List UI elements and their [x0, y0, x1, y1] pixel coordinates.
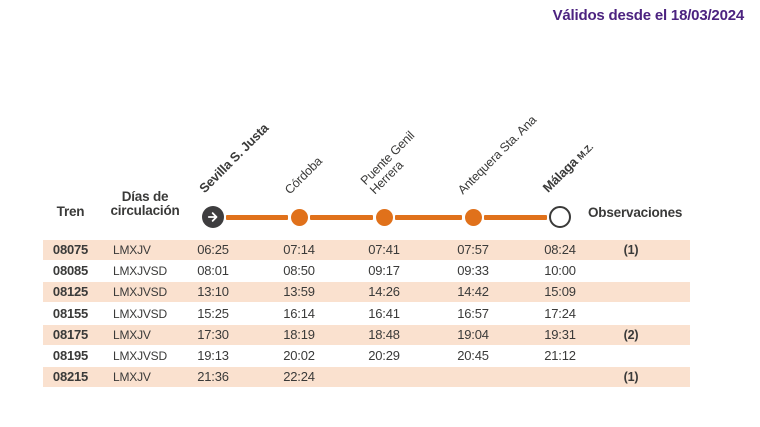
train-number-cell: 08155	[52, 305, 89, 321]
operating-days-cell: LMXJVSD	[113, 306, 167, 321]
train-number-cell: 08125	[52, 284, 89, 300]
time-cell: 19:13	[197, 347, 229, 363]
timetable-row: 08215 LMXJV 21:36 22:24 (1)	[43, 367, 690, 388]
column-header-tren: Tren	[56, 204, 85, 219]
station-label-sevilla-s-justa: Sevilla S. Justa	[196, 120, 272, 196]
route-line-segment	[395, 214, 462, 220]
station-label-suffix: M.Z.	[575, 141, 596, 163]
observations-cell	[601, 304, 661, 324]
timetable-row: 08085 LMXJVSD 08:01 08:50 09:17 09:33 10…	[43, 261, 690, 281]
time-cell: 22:24	[283, 369, 315, 385]
operating-days-cell: LMXJVSD	[113, 285, 167, 300]
validity-date: Válidos desde el 18/03/2024	[552, 7, 745, 24]
train-number-cell: 08195	[52, 347, 89, 363]
route-line-segment	[310, 214, 373, 220]
departure-icon	[202, 206, 224, 228]
observations-cell: (2)	[623, 327, 639, 342]
train-number-cell: 08075	[52, 242, 89, 257]
time-cell: 08:50	[283, 263, 315, 279]
route-line-segment	[226, 214, 288, 220]
train-number-cell: 08215	[52, 369, 89, 385]
observations-cell	[601, 282, 661, 302]
time-cell: 20:29	[368, 347, 400, 363]
station-label-puente-genil-herrera: Puente Genil Herrera	[358, 128, 427, 197]
time-cell: 10:00	[544, 263, 576, 279]
station-dot-puente-genil	[375, 208, 393, 226]
time-cell: 18:19	[283, 326, 315, 342]
station-dot-cordoba	[290, 208, 308, 226]
time-cell: 07:14	[283, 242, 315, 257]
time-cell: 21:36	[197, 369, 229, 385]
time-cell: 08:01	[197, 263, 229, 279]
timetable-row: 08175 LMXJV 17:30 18:19 18:48 19:04 19:3…	[43, 324, 690, 345]
operating-days-cell: LMXJVSD	[113, 348, 167, 363]
observations-cell	[601, 261, 661, 281]
station-dot-antequera	[464, 208, 482, 226]
time-cell: 15:25	[197, 305, 229, 321]
time-cell: 20:45	[457, 347, 489, 363]
time-cell: 13:10	[197, 284, 229, 300]
train-number-cell: 08175	[52, 326, 89, 342]
time-cell: 17:24	[544, 305, 576, 321]
column-header-dias-line2: circulación	[110, 203, 180, 218]
operating-days-cell: LMXJVSD	[113, 264, 167, 279]
time-cell: 18:48	[368, 326, 400, 342]
time-cell: 08:24	[544, 242, 576, 257]
operating-days-cell: LMXJV	[113, 370, 151, 385]
observations-cell: (1)	[623, 370, 639, 385]
time-cell: 13:59	[283, 284, 315, 300]
column-header-observaciones: Observaciones	[588, 205, 683, 220]
time-cell: 17:30	[197, 326, 229, 342]
station-label-malaga-mz: Málaga M.Z.	[540, 140, 596, 196]
time-cell: 19:31	[544, 326, 576, 342]
station-label-antequera-sta-ana: Antequera Sta. Ana	[455, 112, 540, 197]
time-cell: 16:57	[457, 305, 489, 321]
time-cell: 14:26	[368, 284, 400, 300]
timetable-row: 08125 LMXJVSD 13:10 13:59 14:26 14:42 15…	[43, 282, 690, 303]
time-cell: 07:41	[368, 242, 400, 257]
time-cell: 09:33	[457, 263, 489, 279]
time-cell: 07:57	[457, 242, 489, 257]
time-cell: 06:25	[197, 242, 229, 257]
time-cell: 20:02	[283, 347, 315, 363]
train-number-cell: 08085	[52, 263, 89, 279]
terminus-circle-icon	[549, 206, 571, 228]
time-cell: 19:04	[457, 326, 489, 342]
time-cell: 09:17	[368, 263, 400, 279]
route-line-segment	[484, 214, 547, 220]
station-label-name: Málaga	[539, 154, 581, 196]
time-cell: 21:12	[544, 347, 576, 363]
timetable: 08075 LMXJV 06:25 07:14 07:41 07:57 08:2…	[43, 240, 690, 388]
timetable-row: 08155 LMXJVSD 15:25 16:14 16:41 16:57 17…	[43, 304, 690, 324]
station-label-cordoba: Córdoba	[282, 154, 325, 197]
column-header-dias-line1: Días de	[121, 189, 169, 204]
arrow-right-icon	[207, 212, 218, 222]
timetable-row: 08075 LMXJV 06:25 07:14 07:41 07:57 08:2…	[43, 240, 690, 260]
operating-days-cell: LMXJV	[113, 327, 151, 342]
observations-cell: (1)	[623, 243, 639, 257]
operating-days-cell: LMXJV	[113, 243, 151, 257]
time-cell: 15:09	[544, 284, 576, 300]
time-cell	[354, 367, 414, 387]
time-cell: 16:14	[283, 305, 315, 321]
column-header-dias: Días de circulación	[93, 190, 197, 218]
observations-cell	[601, 346, 661, 366]
timetable-row: 08195 LMXJVSD 19:13 20:02 20:29 20:45 21…	[43, 346, 690, 366]
time-cell	[530, 367, 590, 387]
time-cell: 14:42	[457, 284, 489, 300]
time-cell: 16:41	[368, 305, 400, 321]
time-cell	[443, 367, 503, 387]
